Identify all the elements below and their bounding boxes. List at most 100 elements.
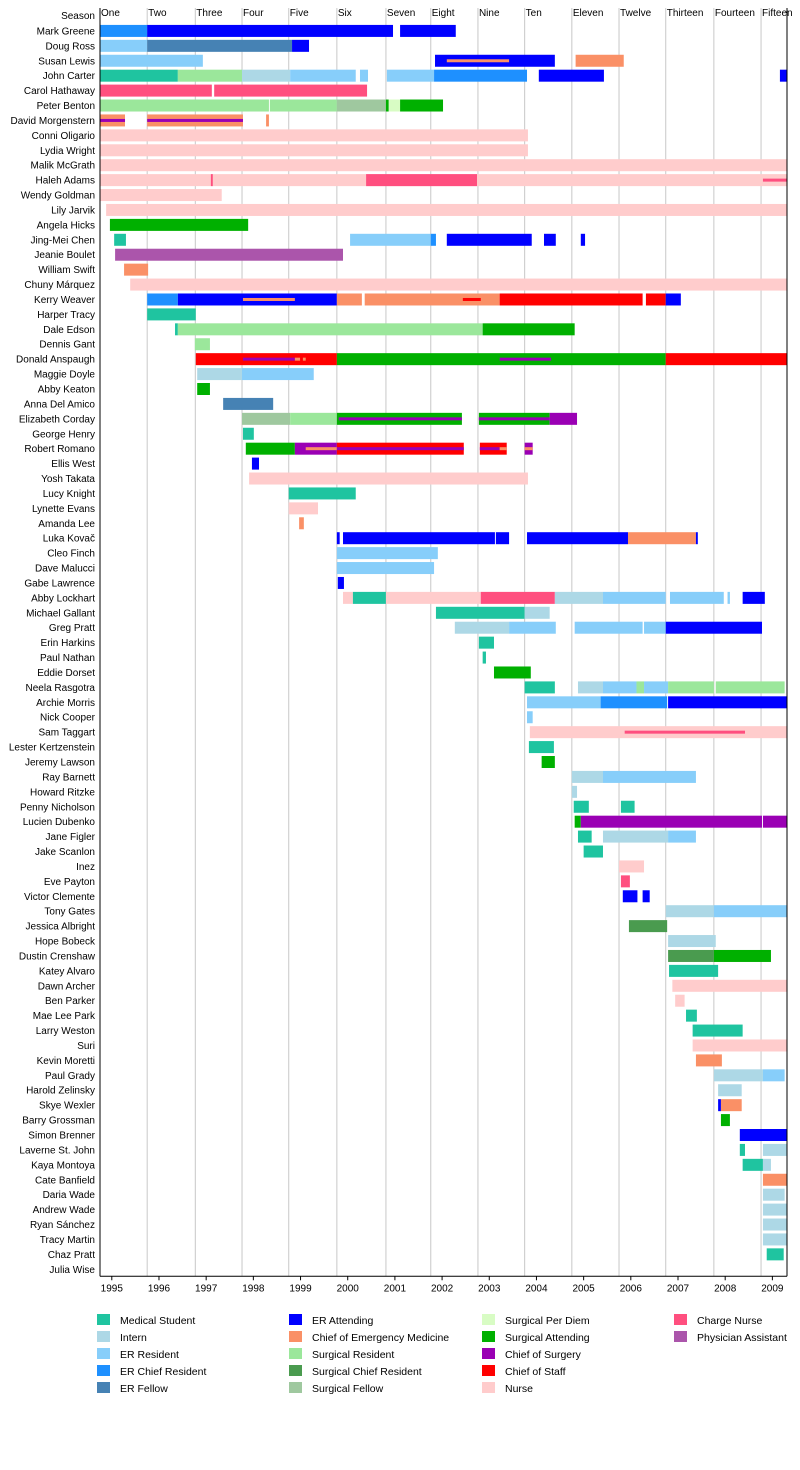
role-bar — [742, 591, 765, 604]
character-name: Yosh Takata — [41, 474, 95, 485]
legend-swatch — [482, 1348, 495, 1359]
character-name: Elizabeth Corday — [19, 414, 95, 425]
role-bar — [692, 1039, 787, 1052]
role-bar — [573, 800, 589, 813]
role-bar — [762, 1188, 785, 1201]
legend-swatch — [674, 1314, 687, 1325]
legend-swatch — [97, 1382, 110, 1393]
role-bar — [100, 24, 148, 37]
season-label: Eight — [432, 8, 455, 19]
role-bar — [100, 84, 212, 97]
year-tick-label: 2003 — [478, 1283, 501, 1294]
role-bar — [762, 1143, 787, 1156]
role-bar — [385, 591, 481, 604]
role-bar — [602, 830, 669, 843]
role-overlay-line — [242, 357, 295, 361]
legend-label: Chief of Surgery — [505, 1349, 582, 1361]
character-name: Hope Bobeck — [35, 937, 96, 948]
year-tick-label: 2002 — [431, 1283, 454, 1294]
role-overlay-line — [624, 730, 746, 734]
character-name: Abby Lockhart — [31, 593, 95, 604]
role-bar — [742, 1158, 763, 1171]
role-bar — [249, 472, 528, 485]
role-bar — [269, 99, 337, 112]
role-bar — [577, 830, 592, 843]
role-bar — [242, 412, 291, 425]
role-bar — [366, 174, 478, 187]
role-bar — [668, 696, 787, 709]
year-tick-label: 2008 — [714, 1283, 737, 1294]
role-bar — [538, 69, 604, 82]
role-bar — [602, 591, 666, 604]
character-name: Mae Lee Park — [33, 1011, 96, 1022]
role-bar — [336, 99, 386, 112]
role-bar — [668, 681, 714, 694]
role-bar — [147, 293, 178, 306]
role-overlay-line — [336, 447, 464, 451]
legend-swatch — [289, 1331, 302, 1342]
role-bar — [668, 935, 716, 948]
character-name: Dawn Archer — [38, 981, 96, 992]
role-bar — [779, 69, 787, 82]
legend-label: Surgical Chief Resident — [312, 1366, 422, 1378]
legend-swatch — [482, 1331, 495, 1342]
character-name: Ben Parker — [45, 996, 96, 1007]
role-bar — [695, 1054, 722, 1067]
role-bar — [124, 263, 149, 276]
character-name: Lynette Evans — [32, 504, 95, 515]
role-overlay-line — [524, 447, 533, 451]
role-bar — [251, 457, 260, 470]
role-bar — [524, 681, 555, 694]
character-name: Kaya Montoya — [31, 1160, 95, 1171]
role-overlay-line — [305, 447, 337, 451]
role-bar — [672, 979, 787, 992]
legend-label: Nurse — [505, 1383, 533, 1395]
role-bar — [541, 756, 555, 768]
role-bar — [554, 591, 603, 604]
character-name: Lucy Knight — [43, 489, 95, 500]
role-bar — [100, 189, 222, 202]
character-name: Andrew Wade — [33, 1205, 96, 1216]
role-bar — [100, 159, 787, 172]
season-label: Eleven — [573, 8, 604, 19]
character-name: Dave Malucci — [35, 564, 95, 575]
season-label: Thirteen — [667, 8, 704, 19]
legend-swatch — [97, 1348, 110, 1359]
legend-label: Surgical Attending — [505, 1332, 590, 1344]
character-name: Chuny Márquez — [24, 280, 95, 291]
role-bar — [342, 591, 353, 604]
season-label: Twelve — [620, 8, 652, 19]
role-bar — [665, 293, 681, 306]
role-bar — [364, 293, 500, 306]
role-bar — [762, 1158, 771, 1171]
role-bar — [622, 890, 638, 903]
character-name: Jake Scanlon — [35, 847, 95, 858]
character-name: Jing-Mei Chen — [31, 235, 95, 246]
character-name: Haleh Adams — [36, 176, 95, 187]
character-name: Tracy Martin — [40, 1235, 95, 1246]
role-bar — [636, 681, 645, 694]
character-name: Kevin Moretti — [37, 1056, 95, 1067]
role-bar — [600, 696, 668, 709]
role-bar — [762, 815, 787, 828]
role-bar — [480, 591, 555, 604]
character-name: Julia Wise — [49, 1265, 95, 1276]
character-name: Katey Alvaro — [39, 966, 96, 977]
character-name: Peter Benton — [37, 101, 95, 112]
role-bar — [223, 397, 274, 410]
character-name: Jeremy Lawson — [25, 758, 95, 769]
role-bar — [388, 99, 401, 112]
legend-swatch — [97, 1365, 110, 1376]
role-bar — [147, 308, 196, 321]
character-name: George Henry — [32, 429, 95, 440]
role-bar — [336, 293, 362, 306]
legend-label: Chief of Emergency Medicine — [312, 1332, 449, 1344]
role-bar — [575, 54, 624, 67]
character-name: Chaz Pratt — [48, 1250, 95, 1261]
role-bar — [115, 248, 343, 261]
character-name: Paul Grady — [45, 1071, 95, 1082]
character-name: Simon Brenner — [28, 1131, 95, 1142]
role-bar — [299, 517, 304, 530]
character-name: Mark Greene — [37, 26, 96, 37]
character-name: Laverne St. John — [19, 1145, 95, 1156]
